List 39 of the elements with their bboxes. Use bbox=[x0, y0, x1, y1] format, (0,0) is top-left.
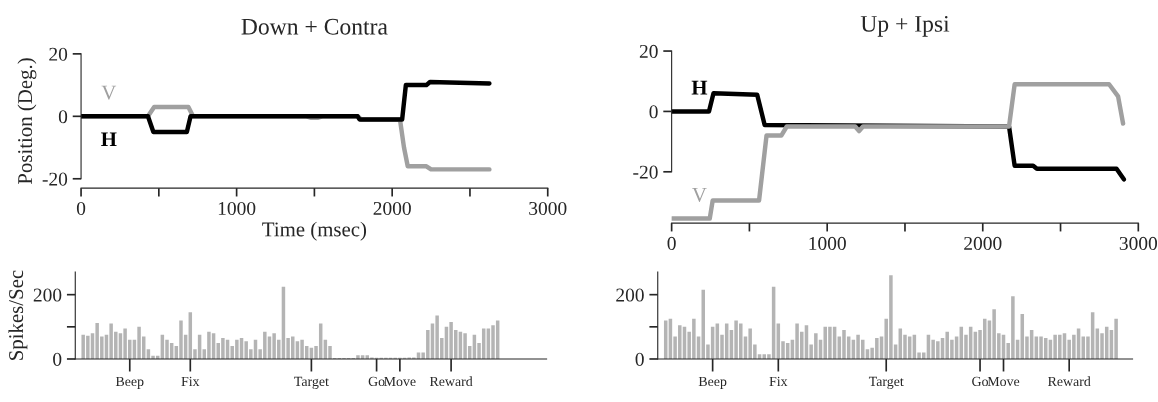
x-tick-label: 0 bbox=[667, 236, 676, 250]
series-label: V bbox=[692, 188, 707, 202]
x-tick-label: Reward bbox=[429, 376, 473, 387]
x-tick-label: Reward bbox=[1047, 376, 1091, 387]
y-axis-title: Spikes/Sec bbox=[8, 270, 28, 360]
x-tick-label: Target bbox=[294, 376, 329, 389]
x-tick-label: 3000 bbox=[1119, 236, 1158, 250]
x-tick-label: Go bbox=[368, 376, 385, 387]
series-label: V bbox=[101, 85, 117, 100]
y-tick-label: 0 bbox=[635, 352, 644, 366]
x-tick-label: 2000 bbox=[373, 201, 411, 216]
y-tick-label: 20 bbox=[49, 47, 68, 61]
chart-title: Down + Contra bbox=[241, 18, 388, 35]
y-tick-label: -20 bbox=[42, 172, 68, 186]
y-tick-label: -20 bbox=[633, 165, 658, 179]
x-tick-label: Go bbox=[972, 376, 989, 387]
y-tick-label: 0 bbox=[53, 352, 62, 366]
chart-title: Up + Ipsi bbox=[860, 15, 950, 37]
x-tick-label: Target bbox=[868, 376, 904, 389]
series-label: H bbox=[691, 80, 708, 95]
x-tick-label: Beep bbox=[115, 376, 144, 389]
x-axis-title: Time (msec) bbox=[262, 221, 367, 241]
x-tick-label: Beep bbox=[698, 376, 727, 389]
x-tick-label: 3000 bbox=[529, 201, 567, 216]
y-tick-label: 20 bbox=[639, 44, 658, 58]
y-tick-label: 200 bbox=[33, 288, 62, 302]
x-tick-label: Fix bbox=[181, 376, 200, 386]
y-tick-label: 0 bbox=[649, 105, 658, 119]
series-label: H bbox=[101, 132, 117, 147]
x-tick-label: 1000 bbox=[809, 236, 846, 250]
y-axis-title: Position (Deg.) bbox=[17, 58, 37, 185]
x-tick-label: Move bbox=[384, 376, 416, 387]
y-tick-label: 0 bbox=[58, 110, 68, 124]
x-tick-label: 2000 bbox=[964, 236, 1002, 250]
x-tick-label: Move bbox=[987, 376, 1020, 387]
x-tick-label: Fix bbox=[769, 376, 788, 386]
x-tick-label: 1000 bbox=[218, 201, 256, 216]
y-tick-label: 200 bbox=[616, 288, 644, 302]
x-tick-label: 0 bbox=[76, 201, 86, 216]
